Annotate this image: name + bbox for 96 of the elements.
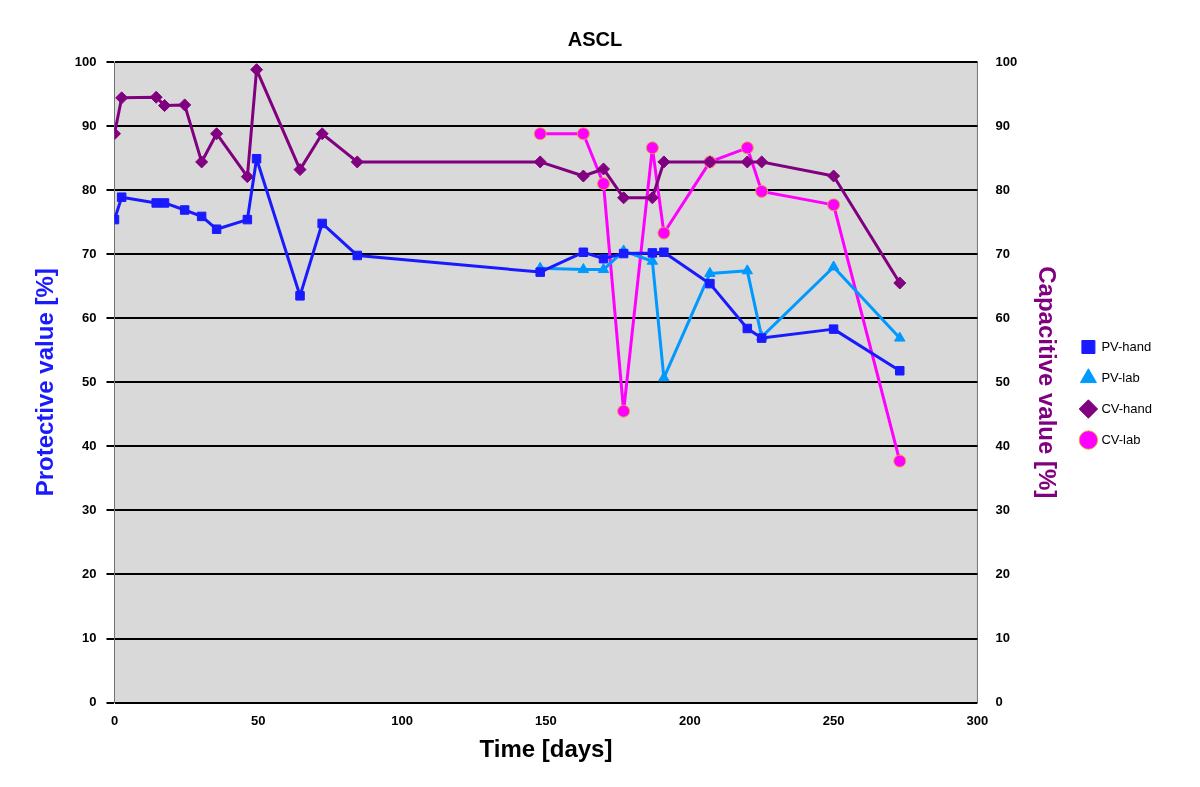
point xyxy=(293,163,307,177)
x-axis-title: Time [days] xyxy=(479,735,613,763)
point xyxy=(149,90,163,104)
point xyxy=(755,155,769,169)
y-axis-title: Protective value [%] xyxy=(31,268,59,497)
x-tick-label: 0 xyxy=(110,712,119,728)
x-tick-label: 200 xyxy=(678,712,701,728)
point xyxy=(196,211,207,222)
point xyxy=(657,226,671,240)
legend-label: CV-lab xyxy=(1101,431,1141,447)
point xyxy=(295,291,305,301)
y2-tick-label: 90 xyxy=(995,117,1010,133)
y-tick-label: 50 xyxy=(82,373,97,389)
point xyxy=(533,127,547,141)
point xyxy=(210,127,224,141)
point xyxy=(895,366,905,376)
point xyxy=(576,169,590,183)
y-tick-label: 60 xyxy=(82,309,97,325)
point xyxy=(115,91,129,105)
point xyxy=(535,267,545,277)
point xyxy=(315,127,329,141)
point xyxy=(827,260,840,271)
x-tick-label: 300 xyxy=(966,712,989,728)
point xyxy=(317,218,327,229)
point xyxy=(740,141,754,155)
y2-tick-label: 40 xyxy=(995,437,1010,453)
x-tick-label: 150 xyxy=(535,712,557,728)
y2-tick-label: 50 xyxy=(995,373,1010,389)
point xyxy=(250,63,264,77)
point xyxy=(251,153,262,164)
point xyxy=(533,155,547,169)
point xyxy=(576,127,590,141)
point xyxy=(596,177,610,191)
point xyxy=(598,253,609,264)
point xyxy=(617,404,631,418)
point xyxy=(159,198,170,208)
point xyxy=(195,155,209,169)
x-tick-label: 250 xyxy=(822,712,845,728)
y2-tick-label: 30 xyxy=(995,502,1010,517)
point xyxy=(597,263,610,274)
point xyxy=(658,371,670,382)
point xyxy=(741,264,753,275)
point xyxy=(657,155,671,169)
point xyxy=(705,278,715,289)
y2-tick-label: 20 xyxy=(995,566,1010,582)
y-tick-label: 40 xyxy=(82,437,97,453)
point xyxy=(742,323,753,334)
y-tick-label: 80 xyxy=(82,181,97,197)
point xyxy=(151,198,161,208)
point xyxy=(116,192,127,202)
point xyxy=(647,248,658,258)
point xyxy=(596,162,610,176)
y2-tick-label: 0 xyxy=(995,694,1003,710)
point xyxy=(755,184,769,198)
y-tick-label: 30 xyxy=(82,502,97,517)
point xyxy=(178,98,192,112)
point xyxy=(618,248,629,259)
point xyxy=(659,247,669,257)
point xyxy=(704,266,716,277)
legend-label: PV-hand xyxy=(1101,338,1152,354)
point xyxy=(352,250,362,261)
point xyxy=(893,454,907,468)
x-tick-label: 50 xyxy=(251,712,266,728)
point xyxy=(617,191,631,205)
point xyxy=(894,331,906,342)
y2-tick-label: 10 xyxy=(995,630,1010,646)
y2-axis-title: Capacitive value [%] xyxy=(1033,266,1061,499)
point xyxy=(828,324,839,334)
point xyxy=(577,263,590,274)
point xyxy=(827,169,841,183)
y2-tick-label: 80 xyxy=(995,181,1010,197)
y2-tick-label: 60 xyxy=(995,309,1010,325)
point xyxy=(578,247,589,257)
point xyxy=(740,155,754,169)
y2-tick-label: 70 xyxy=(995,245,1010,261)
chart-title: ASCL xyxy=(567,27,623,50)
y-tick-label: 10 xyxy=(82,630,97,646)
legend-label: PV-lab xyxy=(1101,369,1140,385)
point xyxy=(158,99,172,113)
point xyxy=(242,214,253,225)
y2-tick-label: 100 xyxy=(995,53,1018,69)
point xyxy=(350,155,364,169)
y-tick-label: 70 xyxy=(82,245,97,261)
point xyxy=(893,276,907,290)
point xyxy=(179,205,190,215)
legend-label: CV-hand xyxy=(1101,400,1152,416)
y-tick-label: 100 xyxy=(74,53,97,69)
point xyxy=(211,224,222,234)
y-tick-label: 90 xyxy=(82,117,97,133)
point xyxy=(645,191,659,205)
y-tick-label: 0 xyxy=(89,694,97,710)
x-tick-label: 100 xyxy=(391,712,413,728)
point xyxy=(645,141,659,155)
point xyxy=(827,198,841,212)
y-tick-label: 20 xyxy=(82,566,97,582)
point xyxy=(240,170,254,184)
